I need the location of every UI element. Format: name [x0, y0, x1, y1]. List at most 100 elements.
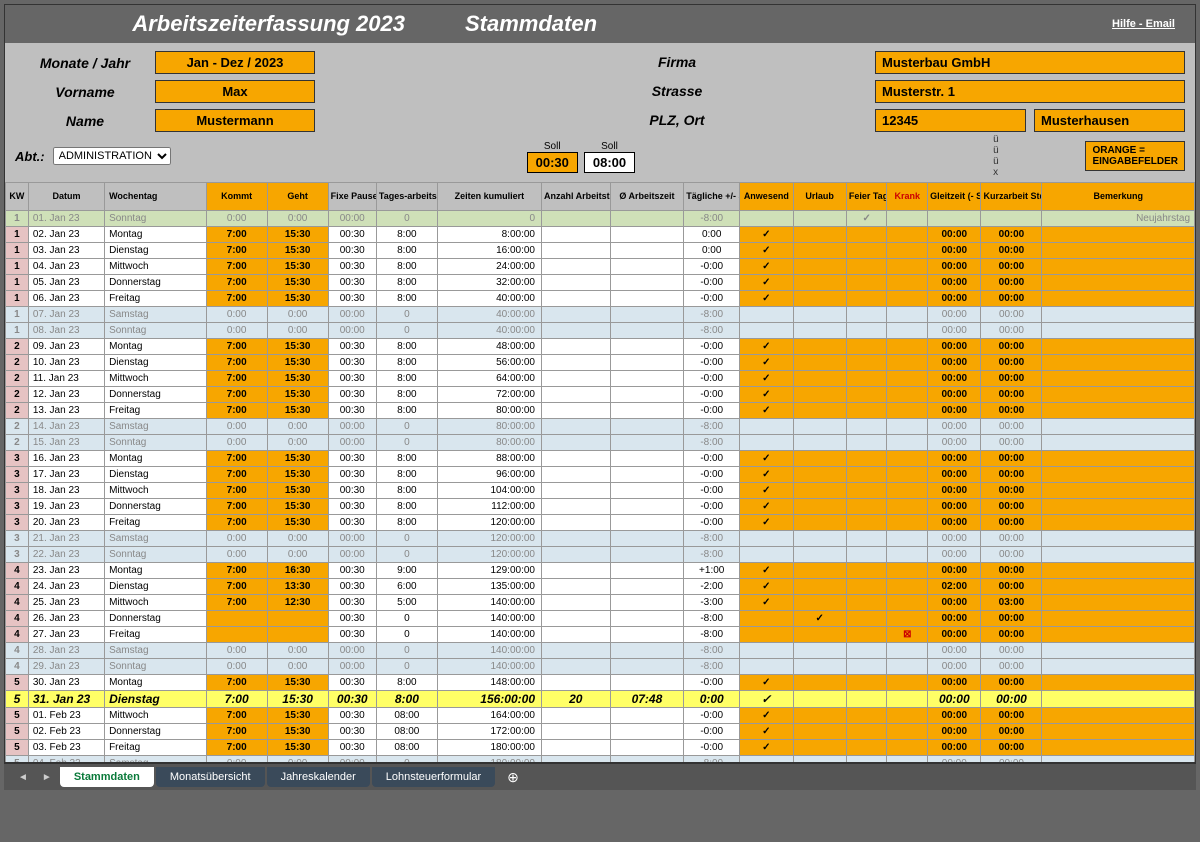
cell-krank[interactable] — [887, 355, 928, 371]
cell-bem[interactable] — [1042, 675, 1195, 691]
cell-anw[interactable] — [740, 291, 793, 307]
cell-gleit[interactable]: 00:00 — [928, 355, 981, 371]
cell-anw[interactable] — [740, 611, 793, 627]
cell-anw[interactable] — [740, 547, 793, 563]
cell-kurz[interactable]: 00:00 — [981, 659, 1042, 675]
cell-feier[interactable] — [846, 259, 887, 275]
cell-feier[interactable] — [846, 275, 887, 291]
cell-gleit[interactable]: 00:00 — [928, 403, 981, 419]
cell-url[interactable] — [793, 627, 846, 643]
sheet-tab[interactable]: Monatsübersicht — [156, 767, 265, 787]
cell-kommt[interactable]: 7:00 — [206, 259, 267, 275]
cell-gleit[interactable]: 00:00 — [928, 611, 981, 627]
cell-geht[interactable]: 15:30 — [267, 724, 328, 740]
cell-krank[interactable] — [887, 547, 928, 563]
cell-feier[interactable] — [846, 291, 887, 307]
cell-geht[interactable]: 0:00 — [267, 211, 328, 227]
cell-geht[interactable]: 15:30 — [267, 483, 328, 499]
cell-kurz[interactable]: 00:00 — [981, 708, 1042, 724]
cell-kommt[interactable]: 7:00 — [206, 724, 267, 740]
cell-krank[interactable] — [887, 499, 928, 515]
cell-gleit[interactable]: 00:00 — [928, 691, 981, 708]
cell-krank[interactable] — [887, 740, 928, 756]
cell-anw[interactable] — [740, 659, 793, 675]
cell-gleit[interactable]: 00:00 — [928, 291, 981, 307]
cell-gleit[interactable]: 00:00 — [928, 595, 981, 611]
cell-kurz[interactable]: 00:00 — [981, 579, 1042, 595]
cell-bem[interactable] — [1042, 724, 1195, 740]
cell-feier[interactable] — [846, 483, 887, 499]
cell-anw[interactable] — [740, 243, 793, 259]
cell-krank[interactable] — [887, 307, 928, 323]
cell-kurz[interactable]: 00:00 — [981, 691, 1042, 708]
cell-kommt[interactable]: 0:00 — [206, 547, 267, 563]
cell-anw[interactable] — [740, 227, 793, 243]
cell-geht[interactable]: 0:00 — [267, 435, 328, 451]
cell-geht[interactable]: 15:30 — [267, 259, 328, 275]
cell-bem[interactable] — [1042, 708, 1195, 724]
cell-url[interactable] — [793, 547, 846, 563]
cell-geht[interactable]: 15:30 — [267, 467, 328, 483]
cell-kommt[interactable]: 7:00 — [206, 467, 267, 483]
cell-kurz[interactable]: 00:00 — [981, 675, 1042, 691]
cell-anw[interactable] — [740, 691, 793, 708]
cell-url[interactable] — [793, 371, 846, 387]
cell-geht[interactable]: 15:30 — [267, 515, 328, 531]
cell-anw[interactable] — [740, 740, 793, 756]
cell-krank[interactable] — [887, 403, 928, 419]
cell-kommt[interactable]: 7:00 — [206, 691, 267, 708]
cell-kurz[interactable]: 00:00 — [981, 467, 1042, 483]
cell-kommt[interactable]: 7:00 — [206, 740, 267, 756]
cell-feier[interactable] — [846, 563, 887, 579]
cell-geht[interactable]: 15:30 — [267, 740, 328, 756]
cell-bem[interactable] — [1042, 515, 1195, 531]
field-vorname[interactable]: Max — [155, 80, 315, 103]
cell-gleit[interactable]: 00:00 — [928, 243, 981, 259]
cell-kurz[interactable]: 00:00 — [981, 499, 1042, 515]
cell-feier[interactable] — [846, 691, 887, 708]
cell-kommt[interactable]: 0:00 — [206, 643, 267, 659]
cell-gleit[interactable]: 00:00 — [928, 643, 981, 659]
cell-gleit[interactable]: 00:00 — [928, 547, 981, 563]
cell-kurz[interactable] — [981, 211, 1042, 227]
cell-url[interactable] — [793, 339, 846, 355]
cell-kurz[interactable]: 00:00 — [981, 627, 1042, 643]
cell-krank[interactable] — [887, 419, 928, 435]
cell-anw[interactable] — [740, 403, 793, 419]
cell-url[interactable] — [793, 243, 846, 259]
cell-kurz[interactable]: 00:00 — [981, 387, 1042, 403]
cell-gleit[interactable]: 00:00 — [928, 708, 981, 724]
cell-kommt[interactable]: 7:00 — [206, 291, 267, 307]
cell-url[interactable] — [793, 323, 846, 339]
cell-kommt[interactable]: 0:00 — [206, 435, 267, 451]
cell-feier[interactable] — [846, 211, 887, 227]
cell-bem[interactable] — [1042, 355, 1195, 371]
cell-bem[interactable] — [1042, 371, 1195, 387]
cell-url[interactable] — [793, 419, 846, 435]
cell-gleit[interactable]: 00:00 — [928, 435, 981, 451]
cell-kommt[interactable]: 7:00 — [206, 355, 267, 371]
cell-gleit[interactable]: 00:00 — [928, 659, 981, 675]
cell-anw[interactable] — [740, 724, 793, 740]
cell-gleit[interactable]: 00:00 — [928, 307, 981, 323]
cell-kommt[interactable]: 0:00 — [206, 531, 267, 547]
cell-url[interactable] — [793, 756, 846, 763]
cell-url[interactable] — [793, 403, 846, 419]
cell-feier[interactable] — [846, 371, 887, 387]
cell-geht[interactable]: 16:30 — [267, 563, 328, 579]
cell-feier[interactable] — [846, 724, 887, 740]
cell-feier[interactable] — [846, 756, 887, 763]
cell-bem[interactable] — [1042, 403, 1195, 419]
cell-bem[interactable]: Neujahrstag — [1042, 211, 1195, 227]
cell-kurz[interactable]: 00:00 — [981, 323, 1042, 339]
cell-gleit[interactable]: 00:00 — [928, 275, 981, 291]
cell-geht[interactable]: 15:30 — [267, 371, 328, 387]
cell-geht[interactable]: 0:00 — [267, 419, 328, 435]
cell-krank[interactable] — [887, 435, 928, 451]
cell-gleit[interactable]: 00:00 — [928, 259, 981, 275]
cell-bem[interactable] — [1042, 627, 1195, 643]
cell-url[interactable] — [793, 579, 846, 595]
cell-gleit[interactable]: 00:00 — [928, 499, 981, 515]
field-period[interactable]: Jan - Dez / 2023 — [155, 51, 315, 74]
cell-geht[interactable]: 0:00 — [267, 307, 328, 323]
